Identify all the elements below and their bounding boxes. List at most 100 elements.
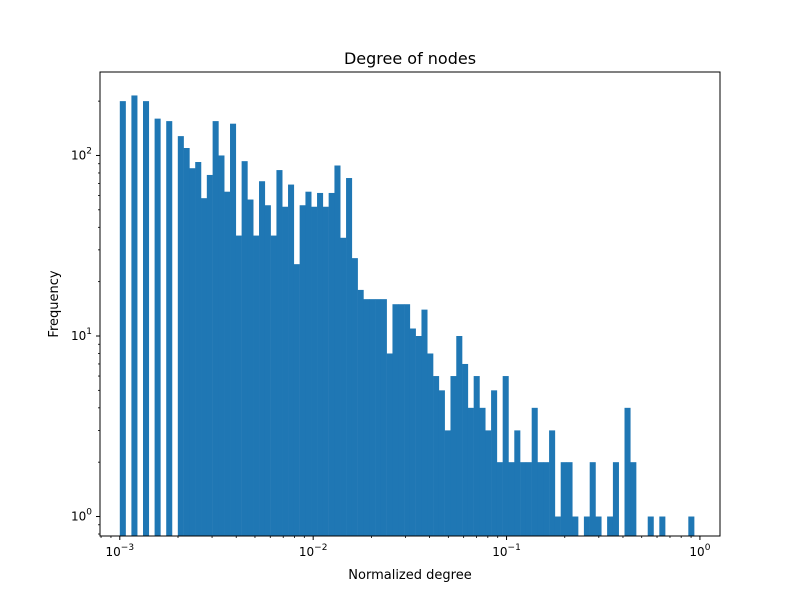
histogram-bar bbox=[514, 430, 521, 536]
bars-group bbox=[119, 95, 695, 537]
histogram-bar bbox=[554, 516, 561, 536]
histogram-bar bbox=[415, 336, 422, 536]
histogram-bar bbox=[154, 118, 161, 536]
histogram-bar bbox=[560, 462, 567, 536]
histogram-bar bbox=[386, 353, 393, 536]
histogram-bar bbox=[357, 289, 364, 536]
x-tick-label: 10−3 bbox=[106, 543, 135, 559]
histogram-bar bbox=[346, 178, 353, 536]
histogram-bar bbox=[444, 430, 451, 536]
histogram-bar bbox=[688, 516, 695, 536]
x-tick-label: 10−2 bbox=[299, 543, 328, 559]
histogram-bar bbox=[299, 205, 306, 536]
histogram-bar bbox=[438, 390, 445, 536]
histogram-bar bbox=[392, 304, 399, 536]
y-axis-label: Frequency bbox=[47, 270, 62, 337]
histogram-bar bbox=[212, 121, 219, 537]
histogram-bar bbox=[241, 161, 248, 536]
histogram-bar bbox=[479, 407, 486, 536]
histogram-bar bbox=[525, 462, 532, 536]
histogram-bar bbox=[549, 430, 556, 536]
histogram-bar bbox=[224, 191, 231, 536]
histogram-bar bbox=[467, 407, 474, 536]
y-tick-label: 102 bbox=[71, 146, 92, 162]
x-tick-label: 100 bbox=[689, 543, 710, 559]
histogram-bar bbox=[433, 376, 440, 536]
histogram-bar bbox=[624, 407, 631, 536]
histogram-bar bbox=[583, 516, 590, 536]
histogram-bar bbox=[508, 462, 515, 536]
histogram-bar bbox=[131, 95, 138, 537]
y-axis-ticks: 100 101 102 bbox=[71, 100, 100, 535]
x-axis-ticks: 10−3 10−2 10−1 100 bbox=[100, 536, 711, 559]
histogram-bar bbox=[520, 462, 527, 536]
histogram-bar bbox=[502, 376, 509, 536]
histogram-bar bbox=[235, 235, 242, 536]
histogram-bar bbox=[537, 462, 544, 536]
histogram-bar bbox=[496, 462, 503, 536]
histogram-bar bbox=[572, 516, 579, 536]
histogram-bar bbox=[218, 155, 225, 536]
histogram-bar bbox=[189, 168, 196, 536]
histogram-bar bbox=[253, 235, 260, 536]
histogram-bar bbox=[485, 430, 492, 536]
histogram-bar bbox=[311, 206, 318, 537]
histogram-bar bbox=[380, 299, 387, 536]
histogram-bar bbox=[264, 205, 271, 536]
histogram-bar bbox=[595, 516, 602, 536]
plot-frame bbox=[99, 71, 721, 537]
histogram-bar bbox=[282, 206, 289, 537]
histogram-bar bbox=[375, 299, 382, 536]
histogram-bar bbox=[647, 516, 654, 536]
histogram-bar bbox=[206, 174, 213, 536]
histogram-bar bbox=[427, 353, 434, 536]
histogram-bar bbox=[334, 165, 341, 536]
histogram-bar bbox=[543, 462, 550, 536]
histogram-bar bbox=[462, 363, 469, 536]
histogram-bar bbox=[317, 192, 324, 536]
histogram-bar bbox=[351, 258, 358, 536]
histogram-bar bbox=[340, 237, 347, 536]
histogram-bar bbox=[612, 462, 619, 536]
histogram-bar bbox=[409, 328, 416, 536]
histogram-bar bbox=[259, 181, 266, 537]
histogram-bar bbox=[450, 376, 457, 536]
histogram-bar bbox=[247, 199, 254, 537]
histogram-bar bbox=[305, 191, 312, 536]
histogram-bar bbox=[369, 299, 376, 536]
histogram-bar bbox=[328, 192, 335, 536]
histogram-bar bbox=[404, 304, 411, 536]
histogram-bar bbox=[177, 136, 184, 536]
histogram-bar bbox=[566, 462, 573, 536]
histogram-bar bbox=[531, 407, 538, 536]
histogram-bar bbox=[293, 264, 300, 536]
histogram-bar bbox=[491, 390, 498, 536]
histogram-bar bbox=[630, 462, 637, 536]
y-tick-label: 101 bbox=[71, 327, 92, 343]
y-tick-label: 100 bbox=[71, 508, 92, 524]
histogram-bar bbox=[288, 184, 295, 536]
histogram-bar bbox=[201, 198, 208, 536]
histogram-bar bbox=[322, 206, 329, 537]
histogram-bar bbox=[607, 516, 614, 536]
chart-title: Degree of nodes bbox=[344, 49, 476, 68]
histogram-bar bbox=[398, 304, 405, 536]
histogram-bar bbox=[421, 309, 428, 536]
histogram-bar bbox=[659, 516, 666, 536]
histogram-bar bbox=[589, 462, 596, 536]
histogram-bar bbox=[119, 101, 126, 536]
histogram-bar bbox=[270, 235, 277, 536]
histogram-bar bbox=[363, 299, 370, 536]
histogram-bar bbox=[473, 376, 480, 536]
histogram-bar bbox=[276, 170, 283, 536]
histogram-bar bbox=[195, 162, 202, 536]
x-tick-label: 10−1 bbox=[492, 543, 521, 559]
histogram-bar bbox=[143, 101, 150, 536]
histogram-bar bbox=[456, 336, 463, 536]
histogram-bar bbox=[230, 123, 237, 536]
x-axis-label: Normalized degree bbox=[348, 568, 471, 583]
histogram-bar bbox=[166, 121, 173, 537]
histogram-bar bbox=[183, 148, 190, 536]
